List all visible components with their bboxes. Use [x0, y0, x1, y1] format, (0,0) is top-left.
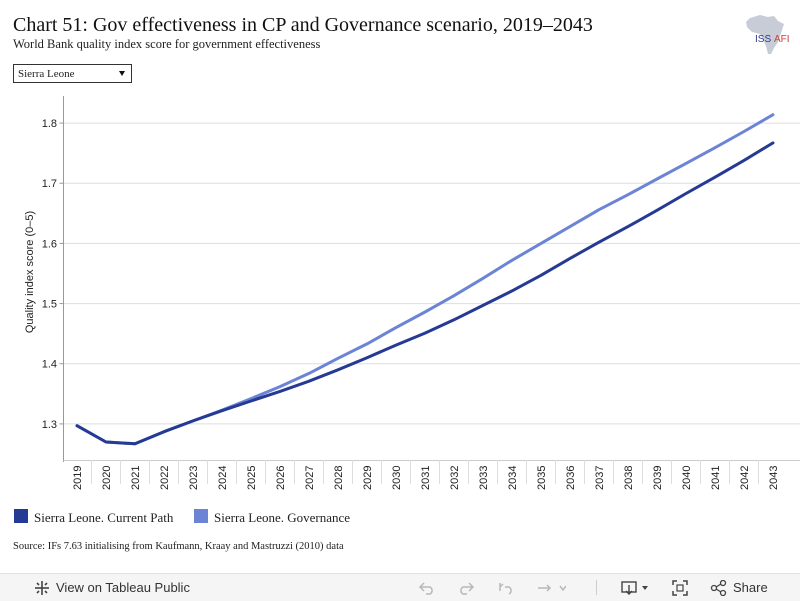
x-tick-label: 2041 [710, 466, 722, 490]
series-line-current-path[interactable] [77, 143, 773, 444]
undo-icon [418, 581, 436, 595]
view-on-tableau-link[interactable]: View on Tableau Public [34, 574, 190, 601]
x-tick-label: 2028 [333, 466, 345, 490]
x-tick-label: 2036 [565, 466, 577, 490]
y-tick-label: 1.4 [42, 359, 57, 371]
share-label: Share [733, 580, 768, 595]
y-tick-label: 1.3 [42, 419, 57, 431]
x-tick-label: 2022 [159, 466, 171, 490]
revert-icon [497, 581, 515, 595]
y-tick-label: 1.8 [42, 118, 57, 130]
series-lines [77, 115, 773, 444]
refresh-button[interactable] [536, 574, 566, 601]
gridlines [64, 123, 800, 424]
tableau-icon [34, 580, 50, 596]
legend-label-current-path: Sierra Leone. Current Path [34, 510, 173, 525]
fullscreen-icon [672, 580, 688, 596]
x-tick-label: 2030 [391, 466, 403, 490]
x-tick-label: 2031 [420, 466, 432, 490]
refresh-icon [536, 581, 566, 595]
share-icon [710, 580, 728, 596]
x-tick-label: 2042 [739, 466, 751, 490]
legend-item-current-path[interactable]: Sierra Leone. Current Path [14, 509, 173, 526]
source-note: Source: IFs 7.63 initialising from Kaufm… [13, 541, 344, 552]
x-tick-label: 2032 [449, 466, 461, 490]
legend-swatch-current-path [14, 509, 28, 523]
x-tick-label: 2026 [275, 466, 287, 490]
redo-button[interactable] [457, 574, 475, 601]
x-tick-label: 2040 [681, 466, 693, 490]
chart-title: Chart 51: Gov effectiveness in CP and Go… [13, 14, 593, 37]
x-tick-label: 2039 [652, 466, 664, 490]
y-axis-label: Quality index score (0–5) [24, 211, 36, 333]
y-axis-ticks: 1.3 1.4 1.5 1.6 1.7 1.8 [42, 118, 64, 431]
share-button[interactable]: Share [710, 574, 768, 601]
x-tick-label: 2033 [478, 466, 490, 490]
x-axis-ticks: 2019 2020 2021 2022 2023 2024 2025 2026 2027 2028… [72, 460, 780, 490]
x-tick-label: 2029 [362, 466, 374, 490]
toolbar-divider [596, 580, 597, 595]
x-tick-label: 2020 [101, 466, 113, 490]
iss-africa-logo: ISS AFI [738, 12, 800, 56]
legend-item-governance[interactable]: Sierra Leone. Governance [194, 509, 350, 526]
redo-icon [457, 581, 475, 595]
x-tick-label: 2019 [72, 466, 84, 490]
x-tick-label: 2035 [536, 466, 548, 490]
x-tick-label: 2025 [246, 466, 258, 490]
logo-text: ISS [755, 34, 771, 45]
chart-subtitle: World Bank quality index score for gover… [13, 37, 320, 52]
download-icon [621, 580, 651, 596]
x-tick-label: 2034 [507, 466, 519, 490]
series-line-governance[interactable] [77, 115, 773, 444]
legend-label-governance: Sierra Leone. Governance [214, 510, 350, 525]
view-on-tableau-label: View on Tableau Public [56, 580, 190, 595]
fullscreen-button[interactable] [672, 574, 688, 601]
x-tick-label: 2038 [623, 466, 635, 490]
x-tick-label: 2037 [594, 466, 606, 490]
download-button[interactable] [621, 574, 651, 601]
tableau-toolbar: View on Tableau Public Share [0, 573, 800, 601]
x-tick-label: 2023 [188, 466, 200, 490]
chevron-down-icon[interactable] [119, 71, 125, 76]
country-filter-dropdown[interactable]: Sierra Leone [13, 64, 132, 83]
x-tick-label: 2021 [130, 466, 142, 490]
y-tick-label: 1.5 [42, 299, 57, 311]
undo-button[interactable] [418, 574, 436, 601]
x-tick-label: 2024 [217, 466, 229, 490]
x-tick-label: 2043 [768, 466, 780, 490]
y-tick-label: 1.6 [42, 238, 57, 250]
country-filter-value: Sierra Leone [18, 68, 75, 80]
y-tick-label: 1.7 [42, 178, 57, 190]
logo-text-suffix: AFI [774, 34, 790, 45]
revert-button[interactable] [497, 574, 515, 601]
legend-swatch-governance [194, 509, 208, 523]
x-tick-label: 2027 [304, 466, 316, 490]
